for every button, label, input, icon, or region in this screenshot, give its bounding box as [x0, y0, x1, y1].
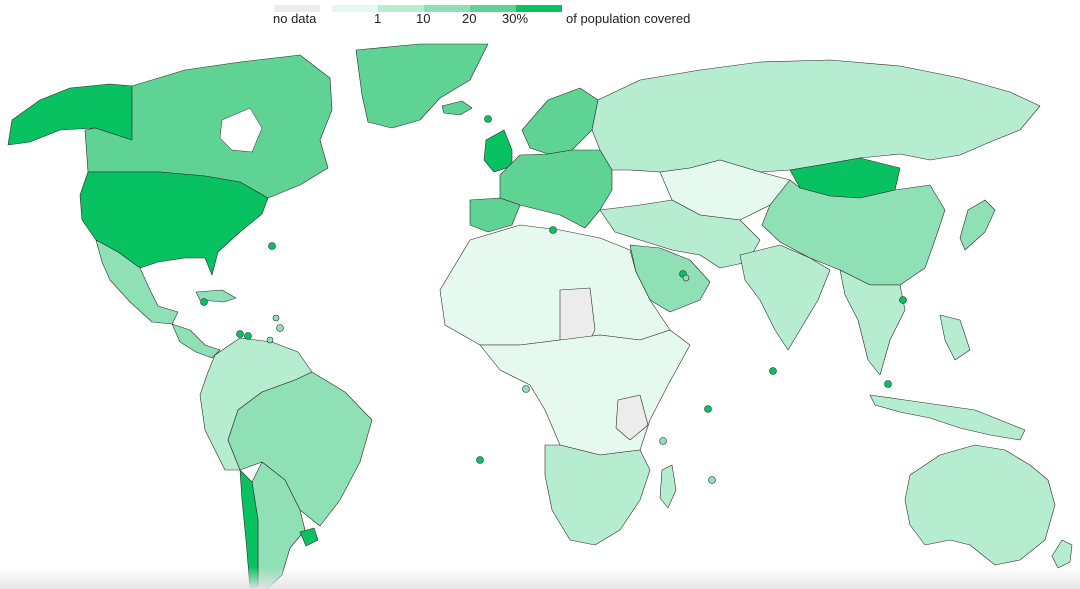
country-dot[interactable]	[476, 456, 484, 464]
legend-swatch-bin-1	[378, 5, 424, 12]
legend-tick-1: 1	[374, 11, 382, 26]
region-indonesia[interactable]	[869, 394, 1026, 441]
country-dot[interactable]	[522, 385, 530, 393]
region-india[interactable]	[739, 244, 831, 351]
region-mexico[interactable]	[95, 239, 179, 325]
country-dot[interactable]	[682, 274, 690, 282]
region-iceland[interactable]	[441, 100, 473, 116]
bottom-scroll-shade	[0, 567, 1080, 589]
region-no-data-east-africa[interactable]	[615, 394, 649, 441]
region-united-states[interactable]	[79, 171, 269, 276]
legend-swatch-bin-4	[516, 5, 562, 12]
region-southern-africa[interactable]	[544, 444, 651, 546]
country-dot[interactable]	[236, 330, 244, 338]
region-africa-central[interactable]	[479, 329, 691, 456]
region-russia[interactable]	[591, 59, 1041, 173]
country-dot[interactable]	[276, 324, 284, 332]
region-scandinavia[interactable]	[521, 87, 599, 155]
legend-unit-label: of population covered	[566, 11, 691, 26]
region-brazil[interactable]	[227, 371, 373, 527]
region-philippines[interactable]	[939, 314, 971, 361]
country-dot[interactable]	[884, 380, 892, 388]
country-dot[interactable]	[484, 115, 492, 123]
legend-tick-30: 30%	[502, 11, 529, 26]
country-dot[interactable]	[659, 437, 667, 445]
country-dot[interactable]	[266, 336, 274, 344]
region-europe-west[interactable]	[499, 149, 613, 229]
country-dot[interactable]	[268, 242, 276, 250]
map-legend: no data 1 10 20 30% of population covere…	[0, 0, 1080, 32]
region-new-zealand[interactable]	[1051, 539, 1073, 569]
region-central-america[interactable]	[171, 323, 221, 359]
hudson-bay-water	[219, 107, 263, 153]
country-dot[interactable]	[769, 367, 777, 375]
legend-swatch-no-data	[274, 5, 320, 12]
country-dot[interactable]	[708, 476, 716, 484]
legend-swatch-bin-3	[470, 5, 516, 12]
legend-tick-10: 10	[416, 11, 431, 26]
country-dot[interactable]	[899, 296, 907, 304]
region-iberia[interactable]	[469, 197, 521, 233]
region-uruguay[interactable]	[299, 527, 319, 547]
region-madagascar[interactable]	[659, 464, 677, 509]
region-china[interactable]	[761, 179, 946, 286]
region-united-kingdom[interactable]	[483, 129, 513, 173]
region-canada[interactable]	[84, 54, 333, 199]
country-dot[interactable]	[244, 332, 252, 340]
country-dot[interactable]	[272, 314, 280, 322]
region-australia[interactable]	[904, 444, 1056, 566]
region-greenland[interactable]	[355, 43, 489, 129]
country-dot[interactable]	[200, 298, 208, 306]
region-japan[interactable]	[959, 199, 996, 251]
legend-no-data-label: no data	[273, 11, 317, 26]
legend-swatch-bin-0	[332, 5, 378, 12]
country-dot[interactable]	[549, 226, 557, 234]
region-southeast-asia[interactable]	[839, 269, 906, 376]
legend-tick-20: 20	[462, 11, 477, 26]
region-north-africa[interactable]	[439, 224, 671, 346]
country-dot[interactable]	[704, 405, 712, 413]
legend-swatch-bin-2	[424, 5, 470, 12]
